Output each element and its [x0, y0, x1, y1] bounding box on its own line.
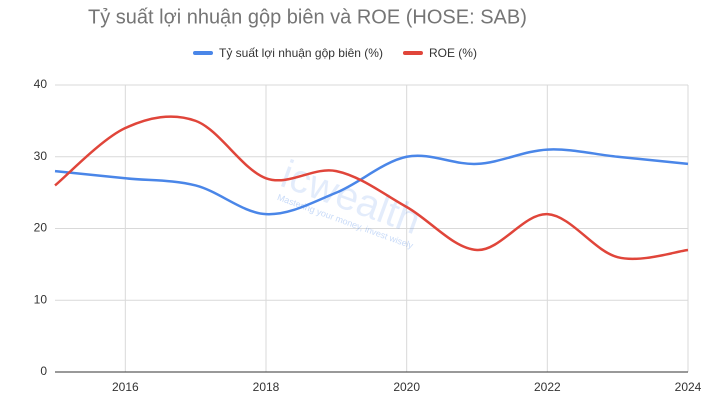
chart-title: Tỷ suất lợi nhuận gộp biên và ROE (HOSE:…: [88, 6, 527, 28]
x-tick-label: 2020: [393, 380, 420, 394]
y-tick-label: 30: [34, 149, 48, 163]
x-tick-label: 2022: [534, 380, 561, 394]
series-line: [54, 148, 689, 216]
watermark: icwealth: [275, 152, 426, 243]
y-tick-label: 40: [34, 77, 48, 91]
y-tick-label: 0: [40, 364, 47, 378]
series-line: [54, 115, 689, 261]
y-tick-label: 10: [34, 292, 48, 306]
x-tick-label: 2016: [112, 380, 139, 394]
legend-label: Tỷ suất lợi nhuận gộp biên (%): [219, 46, 383, 60]
x-tick-label: 2018: [253, 380, 280, 394]
y-tick-label: 20: [34, 221, 48, 235]
x-tick-label: 2024: [675, 380, 702, 394]
legend-label: ROE (%): [429, 46, 477, 60]
